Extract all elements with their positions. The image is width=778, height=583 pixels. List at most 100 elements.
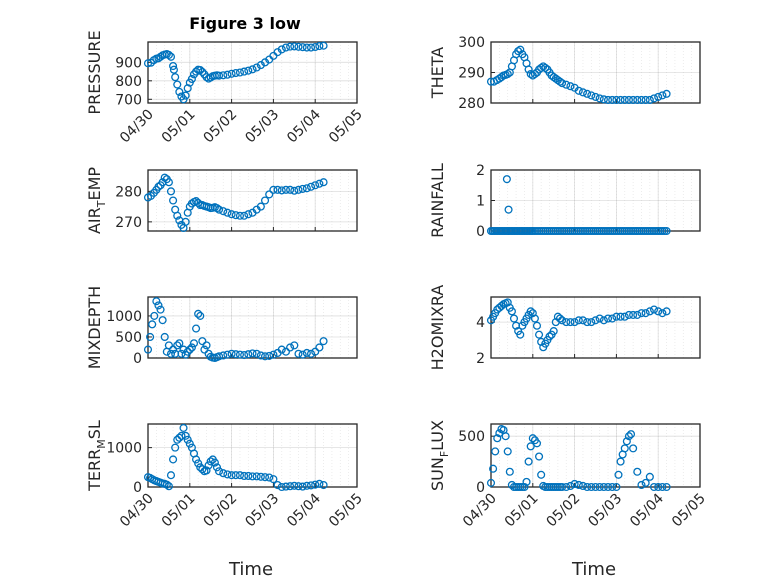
data-point xyxy=(215,205,224,214)
data-point xyxy=(219,469,228,478)
data-point xyxy=(524,65,533,74)
data-point xyxy=(624,432,633,441)
data-point xyxy=(641,309,650,318)
data-point xyxy=(306,481,316,490)
data-point xyxy=(516,330,525,339)
data-point xyxy=(532,321,542,330)
data-point xyxy=(235,211,245,220)
data-point xyxy=(595,314,604,323)
data-point xyxy=(171,73,180,82)
x-tick-label: 05/02 xyxy=(201,491,241,531)
data-point xyxy=(302,184,311,193)
data-point xyxy=(503,447,512,456)
data-point xyxy=(169,345,178,354)
data-point xyxy=(162,480,171,489)
data-point xyxy=(298,482,307,491)
y-tick-label: 290 xyxy=(458,66,485,82)
data-point xyxy=(608,95,617,104)
data-point xyxy=(166,187,176,196)
x-tick-label: 05/02 xyxy=(201,107,241,147)
data-point xyxy=(504,205,513,214)
data-point xyxy=(562,80,571,89)
data-point xyxy=(166,52,176,61)
data-point xyxy=(624,95,633,104)
x-axis-label-left: Time xyxy=(228,559,273,580)
y-tick-label: 2 xyxy=(476,163,485,179)
data-point xyxy=(641,478,650,487)
data-point xyxy=(662,89,671,98)
data-point xyxy=(566,318,575,327)
data-point xyxy=(524,457,533,466)
data-point xyxy=(311,347,320,356)
data-point xyxy=(156,305,165,314)
data-point xyxy=(223,70,232,79)
data-point xyxy=(260,473,270,482)
data-point xyxy=(505,467,514,476)
data-point xyxy=(641,95,650,104)
data-point xyxy=(608,482,617,492)
data-point xyxy=(227,471,236,480)
y-tick-label: 2 xyxy=(476,351,485,367)
data-point xyxy=(558,79,567,88)
data-point xyxy=(620,444,629,453)
data-point xyxy=(294,42,303,51)
data-point xyxy=(526,307,535,316)
data-point xyxy=(265,473,274,482)
data-point xyxy=(240,351,249,360)
data-point xyxy=(177,431,186,440)
data-point xyxy=(298,350,307,359)
data-point xyxy=(583,318,592,327)
y-tick-label: 270 xyxy=(115,215,142,231)
data-point xyxy=(286,185,295,194)
data-point xyxy=(629,310,638,319)
data-point xyxy=(281,482,290,491)
data-point xyxy=(315,479,324,488)
data-point xyxy=(194,309,203,318)
data-point xyxy=(171,443,180,452)
x-tick-label: 05/05 xyxy=(326,491,366,531)
data-point xyxy=(516,45,525,54)
data-point xyxy=(537,470,546,479)
data-point xyxy=(277,482,286,492)
y-tick-label: 0 xyxy=(133,480,142,496)
data-point xyxy=(294,482,303,491)
axes-frame xyxy=(490,296,701,359)
data-point xyxy=(612,482,621,492)
y-tick-label: 0 xyxy=(476,224,485,240)
data-point xyxy=(658,309,667,318)
data-point xyxy=(277,45,286,54)
data-point xyxy=(202,466,211,475)
data-point xyxy=(212,204,222,213)
subplot-second-left: 270 280 AIRTEMP xyxy=(85,167,358,234)
data-point xyxy=(215,467,224,476)
data-point xyxy=(185,345,194,354)
data-point xyxy=(637,95,646,104)
y-tick-label: 280 xyxy=(458,96,485,112)
data-point xyxy=(166,349,176,358)
data-point xyxy=(570,479,579,489)
y-axis-label: THETA xyxy=(428,47,447,99)
data-point xyxy=(555,314,565,323)
data-point xyxy=(658,91,667,100)
data-point xyxy=(223,470,232,479)
data-point xyxy=(637,309,646,318)
x-tick-label: 05/04 xyxy=(627,490,667,530)
data-point xyxy=(526,442,535,451)
data-point xyxy=(231,69,240,78)
x-tick-label: 04/30 xyxy=(117,107,157,147)
data-point xyxy=(166,471,176,480)
data-point xyxy=(528,434,537,443)
data-point xyxy=(196,66,205,75)
data-point xyxy=(265,190,274,199)
data-point xyxy=(599,482,608,492)
subplot-bottom-left: 0 1000 04/30 05/01 05/02 05/03 05/04 05/05 TERRM… xyxy=(85,420,366,530)
data-point xyxy=(583,89,592,98)
data-point xyxy=(160,332,169,342)
data-point xyxy=(629,444,638,453)
data-point xyxy=(549,327,558,336)
data-point xyxy=(260,352,270,361)
data-point xyxy=(244,350,253,359)
data-point xyxy=(649,482,659,492)
data-point xyxy=(629,95,638,104)
y-tick-label: 0 xyxy=(476,480,485,496)
